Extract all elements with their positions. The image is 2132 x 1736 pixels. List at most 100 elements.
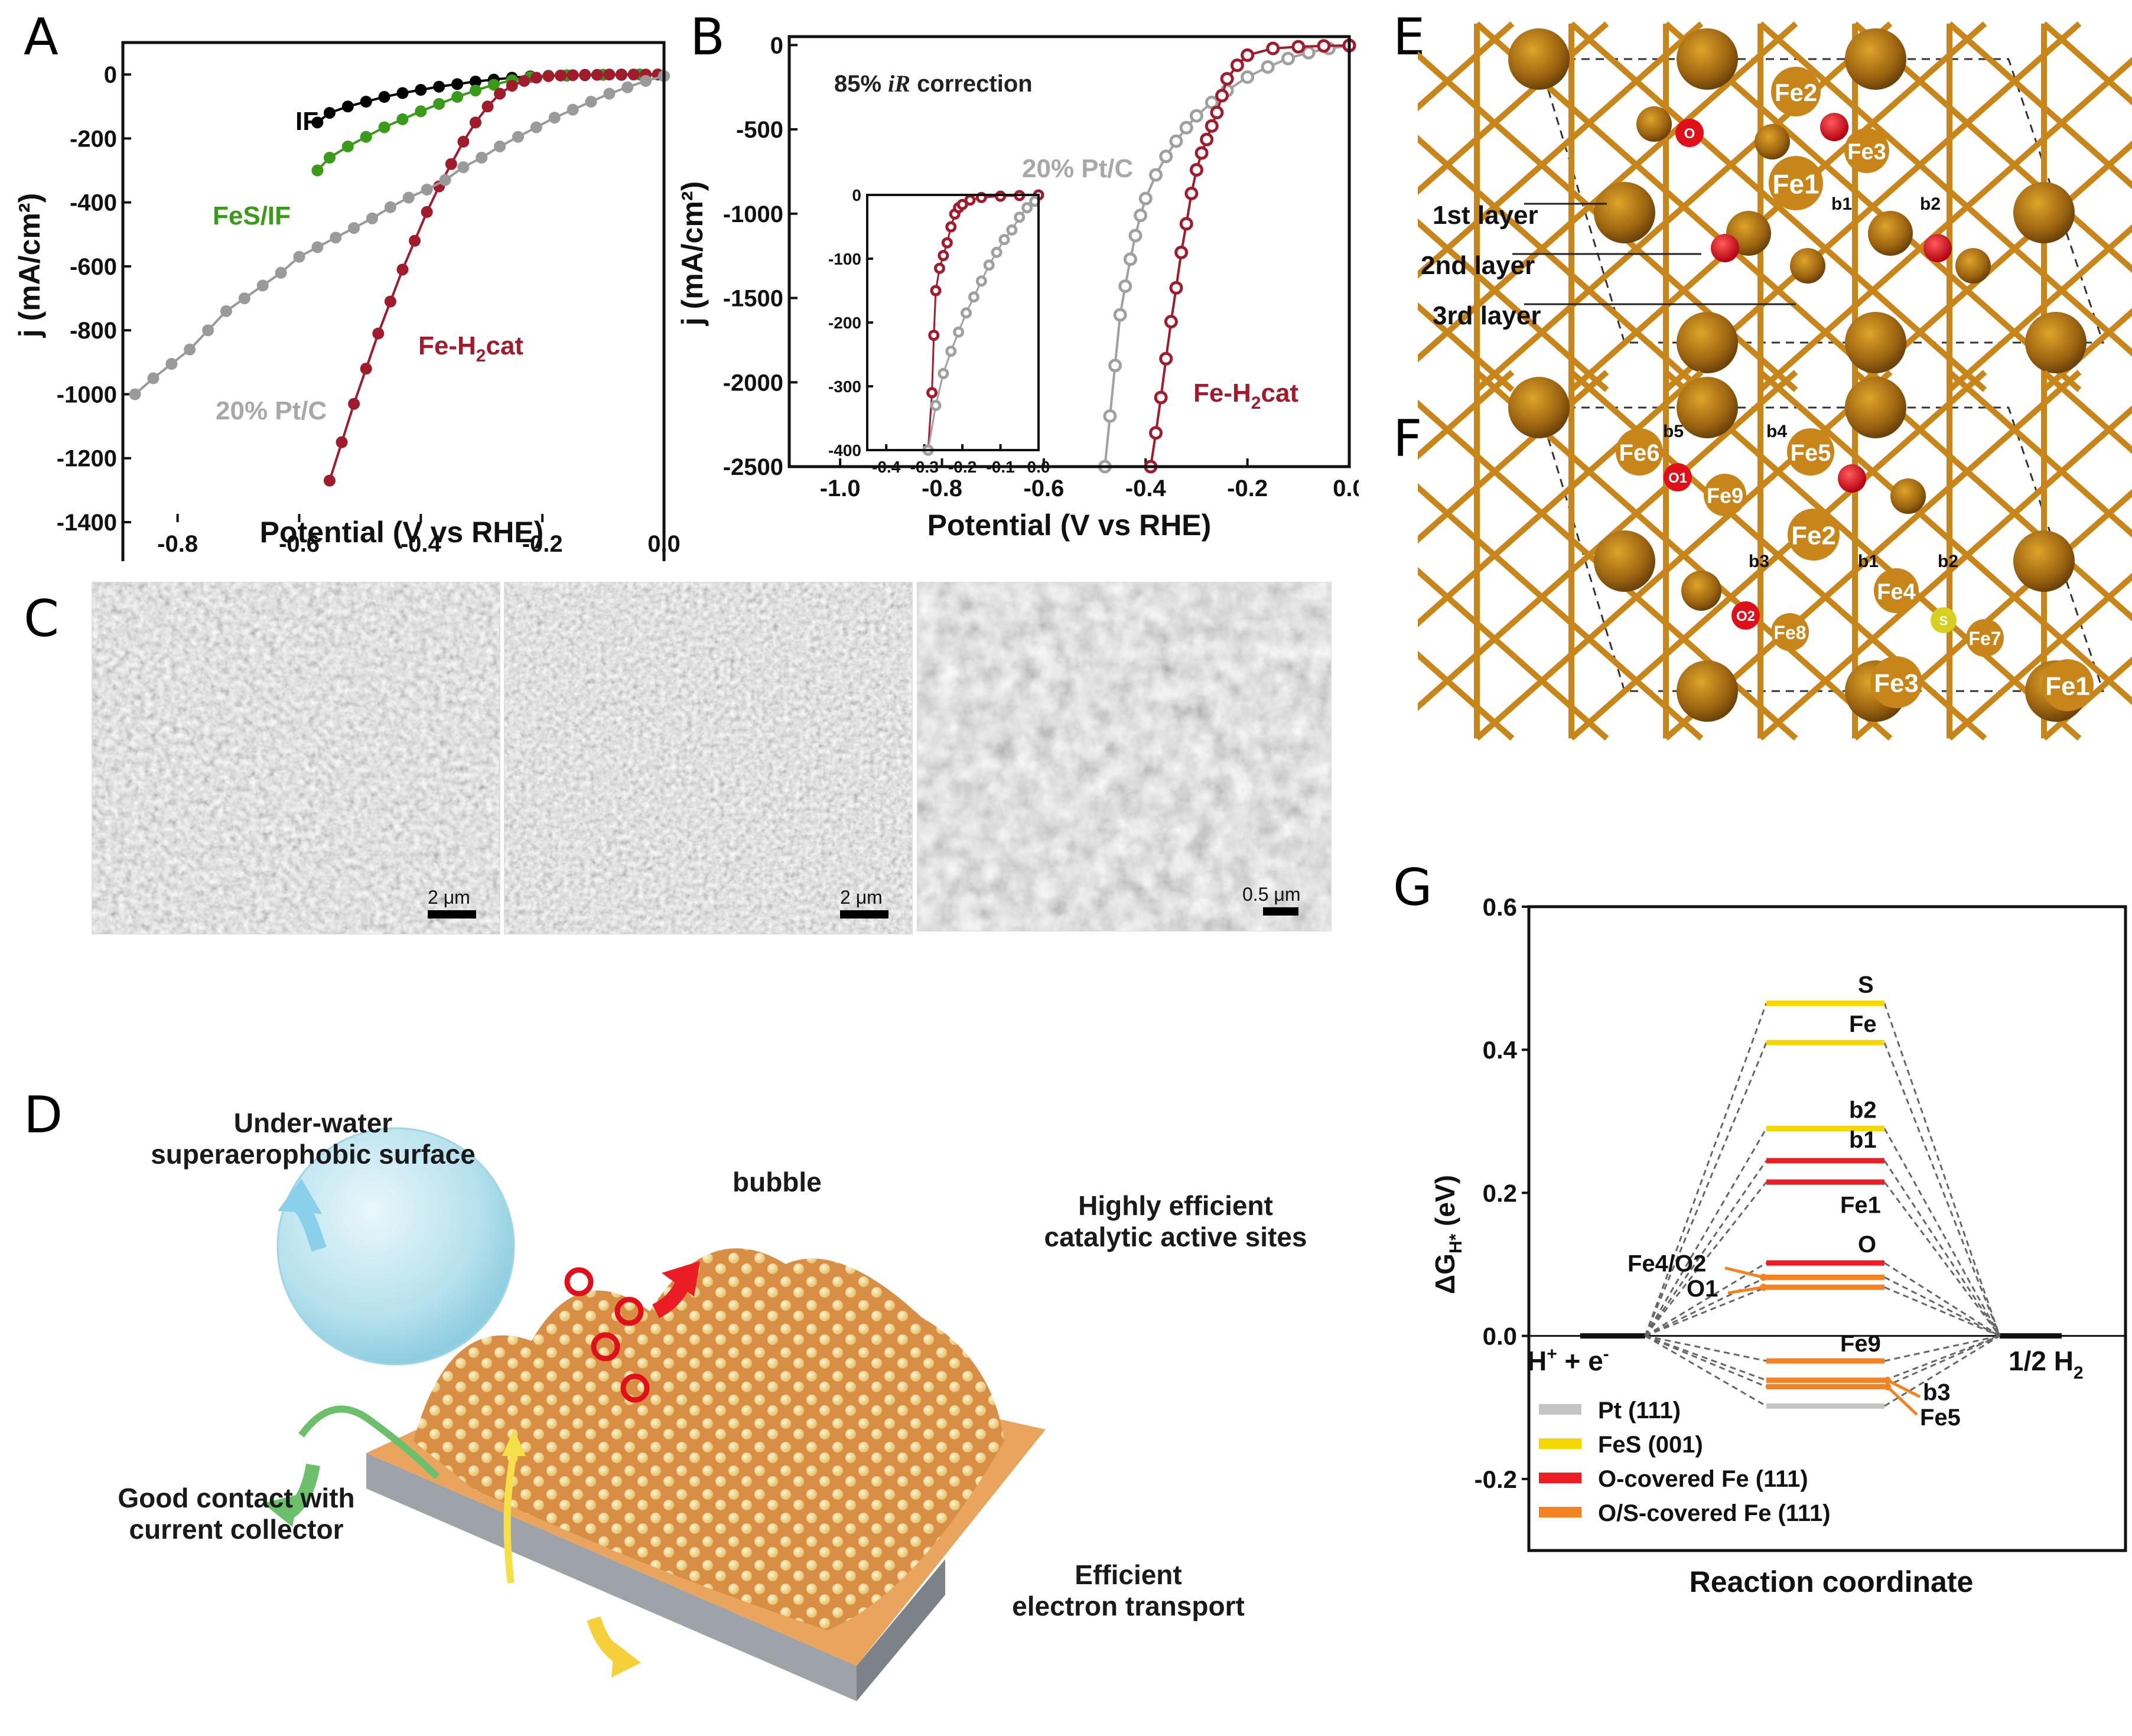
data-point [360, 131, 372, 143]
data-point [1174, 245, 1189, 259]
data-point [366, 212, 378, 224]
data-point [548, 112, 561, 124]
svg-text:b4: b4 [1766, 422, 1787, 441]
data-point [378, 121, 390, 133]
svg-text:b1: b1 [1858, 552, 1879, 571]
x-tick-label: -0.1 [986, 458, 1014, 476]
x-tick-label: -0.4 [872, 458, 901, 476]
svg-text:O2: O2 [1736, 608, 1755, 624]
data-point [311, 164, 324, 177]
level-label: O [1858, 1232, 1876, 1258]
data-point [1241, 70, 1255, 84]
data-point [1189, 109, 1203, 123]
atom [2013, 530, 2075, 592]
data-point [941, 237, 953, 249]
data-point [1169, 281, 1183, 295]
x-tick-label: -0.8 [922, 475, 962, 501]
data-point [1006, 224, 1018, 236]
data-point [384, 295, 396, 308]
data-point [1164, 314, 1178, 328]
data-point [129, 388, 141, 400]
data-point [451, 91, 464, 103]
atom: Fe1 [2042, 659, 2094, 711]
data-point [1200, 132, 1214, 146]
data-point [238, 292, 250, 305]
active-site-icon [614, 1297, 644, 1326]
data-point [384, 201, 396, 213]
chart-b: -1.0-0.8-0.6-0.4-0.20.00-500-1000-1500-2… [723, 32, 1359, 501]
pointer-arrow-icon [1886, 1379, 1921, 1398]
y-tick-label: 0 [852, 186, 861, 204]
data-point [1149, 168, 1163, 182]
atom [1890, 478, 1926, 514]
x-tick-label: -0.2 [522, 531, 563, 557]
data-point [1184, 187, 1199, 201]
data-point [457, 161, 470, 174]
data-point [1179, 217, 1193, 231]
data-point [323, 151, 336, 164]
level-label: Fe5 [1920, 1405, 1961, 1431]
data-point [956, 198, 968, 210]
pointer-arrow-icon [1724, 1266, 1764, 1279]
data-point [1014, 211, 1026, 223]
data-point [928, 330, 940, 341]
atom [1681, 571, 1721, 611]
chart-g-ylabel: ΔGH* (eV) [1430, 1175, 1466, 1294]
data-point [933, 262, 945, 274]
data-point [603, 69, 616, 81]
data-point [1154, 390, 1168, 405]
data-point [439, 174, 451, 186]
atom [1755, 124, 1790, 159]
series-line [1149, 44, 1350, 467]
chart-a-frame [121, 41, 666, 561]
scale-label-2: 2 μm [840, 887, 883, 908]
data-point [1134, 209, 1148, 223]
svg-text:Fe1: Fe1 [2045, 672, 2090, 701]
atom [1677, 377, 1738, 438]
scale-bar-3 [1263, 907, 1298, 916]
data-point [1266, 41, 1280, 56]
atom [1677, 312, 1738, 373]
svg-text:b5: b5 [1663, 422, 1684, 441]
data-point [293, 250, 305, 263]
data-point [451, 78, 464, 90]
label-fe-h2cat: Fe-H2cat [418, 331, 523, 366]
atom: Fe1 [1769, 156, 1823, 210]
data-point [945, 346, 957, 357]
data-point [579, 69, 591, 81]
data-point [396, 87, 409, 99]
atom [1790, 248, 1825, 284]
data-point [567, 103, 579, 116]
data-point [1118, 279, 1132, 294]
data-point [1169, 134, 1183, 148]
layer-label-1: 1st layer [1433, 201, 1538, 230]
legend-label: O-covered Fe (111) [1598, 1466, 1808, 1492]
scale-bar-1 [428, 910, 476, 919]
data-point [415, 84, 427, 96]
atom: O [1675, 119, 1704, 147]
data-point [1189, 163, 1203, 177]
legend-label: Pt (111) [1598, 1398, 1681, 1424]
atom: Fe3 [1870, 656, 1922, 708]
data-point [348, 398, 360, 410]
label-pt-c-b: 20% Pt/C [1022, 154, 1133, 183]
data-point [433, 97, 445, 110]
chart-g-frame [1527, 905, 2127, 1552]
y-tick-label: 0 [104, 62, 117, 88]
label-if: IF [295, 107, 318, 136]
data-point [1317, 39, 1331, 53]
atom [1955, 248, 1991, 284]
x-tick-label: -0.4 [401, 531, 442, 557]
svg-text:S: S [1939, 613, 1948, 628]
data-point [945, 221, 957, 233]
data-point [402, 191, 415, 204]
atom: Fe3 [1844, 128, 1889, 173]
y-tick-label: 0.2 [1483, 1179, 1517, 1207]
label-pt-c: 20% Pt/C [216, 396, 327, 425]
data-point [147, 372, 160, 385]
y-tick-label: -1000 [57, 382, 117, 408]
sem-image-1: 2 μm [92, 582, 500, 934]
svg-text:Fe3: Fe3 [1847, 139, 1886, 164]
data-point [378, 91, 390, 103]
y-tick-label: -800 [70, 318, 117, 344]
